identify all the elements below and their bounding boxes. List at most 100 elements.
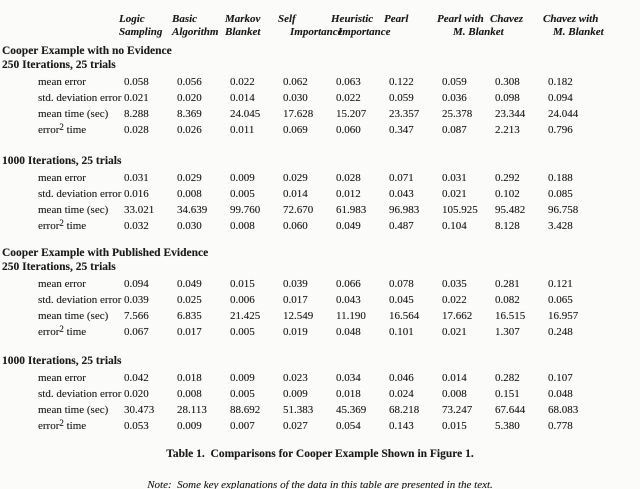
header-spacer: [0, 26, 104, 39]
value-cell: 0.014: [230, 92, 255, 104]
comparison-table: Logic Basic Markov Self Heuristic Pearl Pearl …: [0, 13, 640, 434]
value-cell: 0.043: [336, 294, 361, 306]
value-cell: 0.026: [177, 124, 202, 136]
column-header: [475, 26, 528, 39]
value-cell: 0.066: [336, 278, 361, 290]
rows-block: mean error 0.031 0.029 0.009 0.029 0.028 0.071…: [0, 170, 640, 234]
value-cell: 0.024: [389, 388, 414, 400]
value-cell: 17.662: [442, 310, 473, 322]
value-cell: 0.104: [442, 220, 467, 232]
value-cell: 0.021: [442, 326, 467, 338]
value-cell: 34.639: [177, 204, 208, 216]
value-cell: 0.015: [230, 278, 255, 290]
column-header: [369, 26, 422, 39]
column-headers-line1: Logic Basic Markov Self Heuristic Pearl Pearl …: [0, 13, 640, 26]
value-cell: 0.021: [124, 92, 149, 104]
header-spacer: [0, 13, 104, 26]
value-cell: 61.983: [336, 204, 367, 216]
value-cell: 1.307: [495, 326, 520, 338]
table-row: error2 time 0.032 0.030 0.008 0.060 0.049 0.48…: [0, 218, 640, 234]
column-headers-line2: Sampling Algorithm Blanket Importance Import…: [0, 26, 640, 39]
value-cell: 33.021: [124, 204, 155, 216]
value-cell: 16.564: [389, 310, 420, 322]
value-cell: 0.029: [177, 172, 202, 184]
value-cell: 88.692: [230, 404, 261, 416]
table-row: std. deviation error 0.016 0.008 0.005 0.014…: [0, 186, 640, 202]
value-cell: 0.046: [389, 372, 414, 384]
value-cell: 0.049: [336, 220, 361, 232]
column-header: Algorithm: [172, 26, 219, 38]
value-cell: 0.063: [336, 76, 361, 88]
value-cell: 0.019: [283, 326, 308, 338]
column-header: Self: [278, 13, 296, 25]
value-cell: 0.054: [336, 420, 361, 432]
value-cell: 0.023: [283, 372, 308, 384]
value-cell: 0.053: [124, 420, 149, 432]
row-label: error2 time: [38, 324, 87, 339]
table-row: error2 time 0.053 0.009 0.007 0.027 0.054 0.14…: [0, 418, 640, 434]
section-title: Cooper Example with no Evidence: [2, 45, 172, 57]
value-cell: 28.113: [177, 404, 207, 416]
column-header: Pearl: [384, 13, 409, 25]
table-row: mean time (sec) 8.288 8.369 24.045 17.628 15.…: [0, 106, 640, 122]
value-cell: 73.247: [442, 404, 473, 416]
table-row: error2 time 0.067 0.017 0.005 0.019 0.048 0.10…: [0, 324, 640, 340]
value-cell: 0.048: [336, 326, 361, 338]
value-cell: 105.925: [442, 204, 478, 216]
row-label: std. deviation error: [38, 188, 122, 200]
value-cell: 6.835: [177, 310, 202, 322]
value-cell: 0.036: [442, 92, 467, 104]
subsection-title: 1000 Iterations, 25 trials: [2, 355, 122, 367]
value-cell: 0.067: [124, 326, 149, 338]
value-cell: 0.058: [124, 76, 149, 88]
table-row: error2 time 0.028 0.026 0.011 0.069 0.060 0.34…: [0, 122, 640, 138]
value-cell: 0.071: [389, 172, 414, 184]
row-label: mean error: [38, 172, 86, 184]
value-cell: 12.549: [283, 310, 314, 322]
value-cell: 0.049: [177, 278, 202, 290]
value-cell: 0.005: [230, 326, 255, 338]
table-row: mean time (sec) 30.473 28.113 88.692 51.383 4…: [0, 402, 640, 418]
value-cell: 7.566: [124, 310, 149, 322]
table-row: std. deviation error 0.039 0.025 0.006 0.017…: [0, 292, 640, 308]
value-cell: 0.014: [283, 188, 308, 200]
column-header: Chavez: [490, 13, 523, 25]
value-cell: 0.087: [442, 124, 467, 136]
value-cell: 0.005: [230, 188, 255, 200]
value-cell: 0.122: [389, 76, 414, 88]
value-cell: 0.022: [442, 294, 467, 306]
value-cell: 45.369: [336, 404, 367, 416]
value-cell: 0.012: [336, 188, 361, 200]
value-cell: 0.143: [389, 420, 414, 432]
value-cell: 0.248: [548, 326, 573, 338]
value-cell: 0.022: [336, 92, 361, 104]
column-header: Sampling: [119, 26, 163, 38]
value-cell: 96.758: [548, 204, 579, 216]
table-row: mean time (sec) 7.566 6.835 21.425 12.549 11.…: [0, 308, 640, 324]
column-header: M. Blanket: [453, 26, 504, 38]
value-cell: 0.060: [336, 124, 361, 136]
value-cell: 95.482: [495, 204, 526, 216]
value-cell: 0.065: [548, 294, 573, 306]
value-cell: 8.369: [177, 108, 202, 120]
column-header: Pearl with: [437, 13, 484, 25]
table-row: std. deviation error 0.020 0.008 0.005 0.009…: [0, 386, 640, 402]
table-body: Cooper Example with no Evidence 250 Itera…: [0, 44, 640, 434]
column-header: M. Blanket: [553, 26, 604, 38]
value-cell: 0.030: [177, 220, 202, 232]
value-cell: 0.059: [389, 92, 414, 104]
value-cell: 24.045: [230, 108, 261, 120]
table-row: mean error 0.058 0.056 0.022 0.062 0.063 0.122…: [0, 74, 640, 90]
value-cell: 0.008: [230, 220, 255, 232]
value-cell: 0.008: [177, 388, 202, 400]
value-cell: 0.059: [442, 76, 467, 88]
row-label: error2 time: [38, 418, 87, 433]
value-cell: 0.487: [389, 220, 414, 232]
value-cell: 68.218: [389, 404, 420, 416]
value-cell: 0.014: [442, 372, 467, 384]
value-cell: 11.190: [336, 310, 366, 322]
value-cell: 0.017: [177, 326, 202, 338]
table-row: mean error 0.042 0.018 0.009 0.023 0.034 0.046…: [0, 370, 640, 386]
table-note: Note: Some key explanations of the data …: [147, 479, 493, 489]
